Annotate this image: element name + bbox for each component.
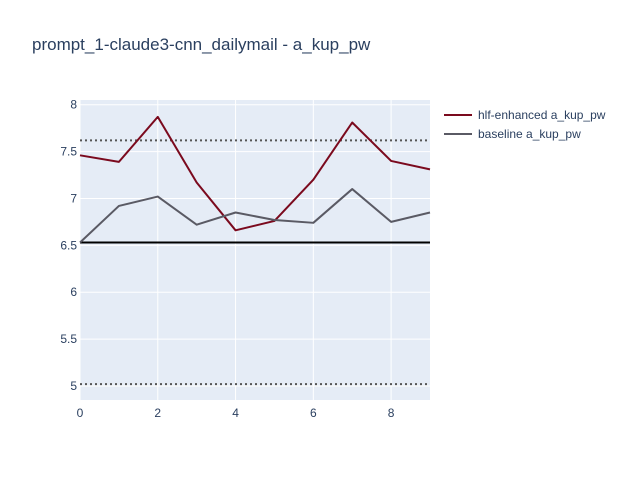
x-tick-label: 0 [77,406,84,420]
series-lines [79,115,431,244]
legend-label: hlf-enhanced a_kup_pw [478,108,606,122]
series-line-baseline [79,188,431,244]
grid-lines [79,100,430,400]
y-axis-ticks: 5 5.5 6 6.5 7 7.5 8 [60,98,77,393]
plot-area [80,100,430,400]
legend-item[interactable]: baseline a_kup_pw [444,127,581,141]
x-axis-ticks: 0 2 4 6 8 [77,406,395,420]
y-tick-label: 5 [70,379,77,393]
legend[interactable]: hlf-enhanced a_kup_pw baseline a_kup_pw [444,108,606,141]
y-tick-label: 6.5 [60,238,77,252]
x-tick-label: 8 [388,406,395,420]
y-tick-label: 5.5 [60,332,77,346]
x-tick-label: 2 [154,406,161,420]
reference-lines [80,139,430,386]
y-tick-label: 8 [70,98,77,112]
x-tick-label: 4 [232,406,239,420]
legend-item[interactable]: hlf-enhanced a_kup_pw [444,108,606,122]
y-tick-label: 7 [70,191,77,205]
x-tick-label: 6 [310,406,317,420]
chart-title: prompt_1-claude3-cnn_dailymail - a_kup_p… [32,35,371,54]
y-tick-label: 6 [70,285,77,299]
y-tick-label: 7.5 [60,145,77,159]
series-line-hlf-enhanced [79,115,431,232]
legend-label: baseline a_kup_pw [478,127,581,141]
